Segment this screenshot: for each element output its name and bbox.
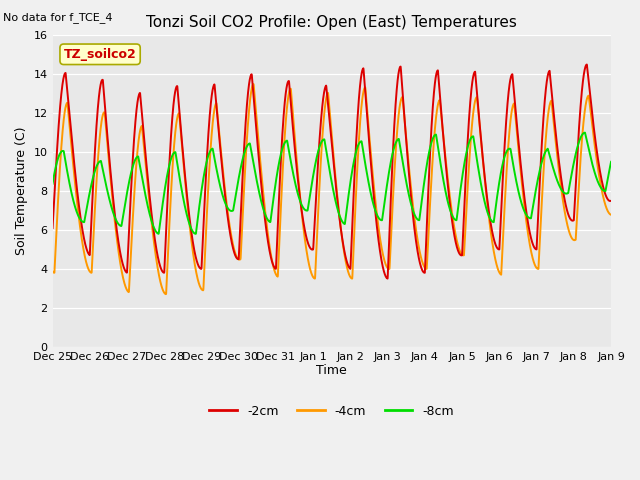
Text: No data for f_TCE_4: No data for f_TCE_4 [3,12,113,23]
Y-axis label: Soil Temperature (C): Soil Temperature (C) [15,127,28,255]
X-axis label: Time: Time [316,364,347,377]
Legend: -2cm, -4cm, -8cm: -2cm, -4cm, -8cm [205,400,459,423]
Text: TZ_soilco2: TZ_soilco2 [64,48,136,61]
Title: Tonzi Soil CO2 Profile: Open (East) Temperatures: Tonzi Soil CO2 Profile: Open (East) Temp… [147,15,517,30]
